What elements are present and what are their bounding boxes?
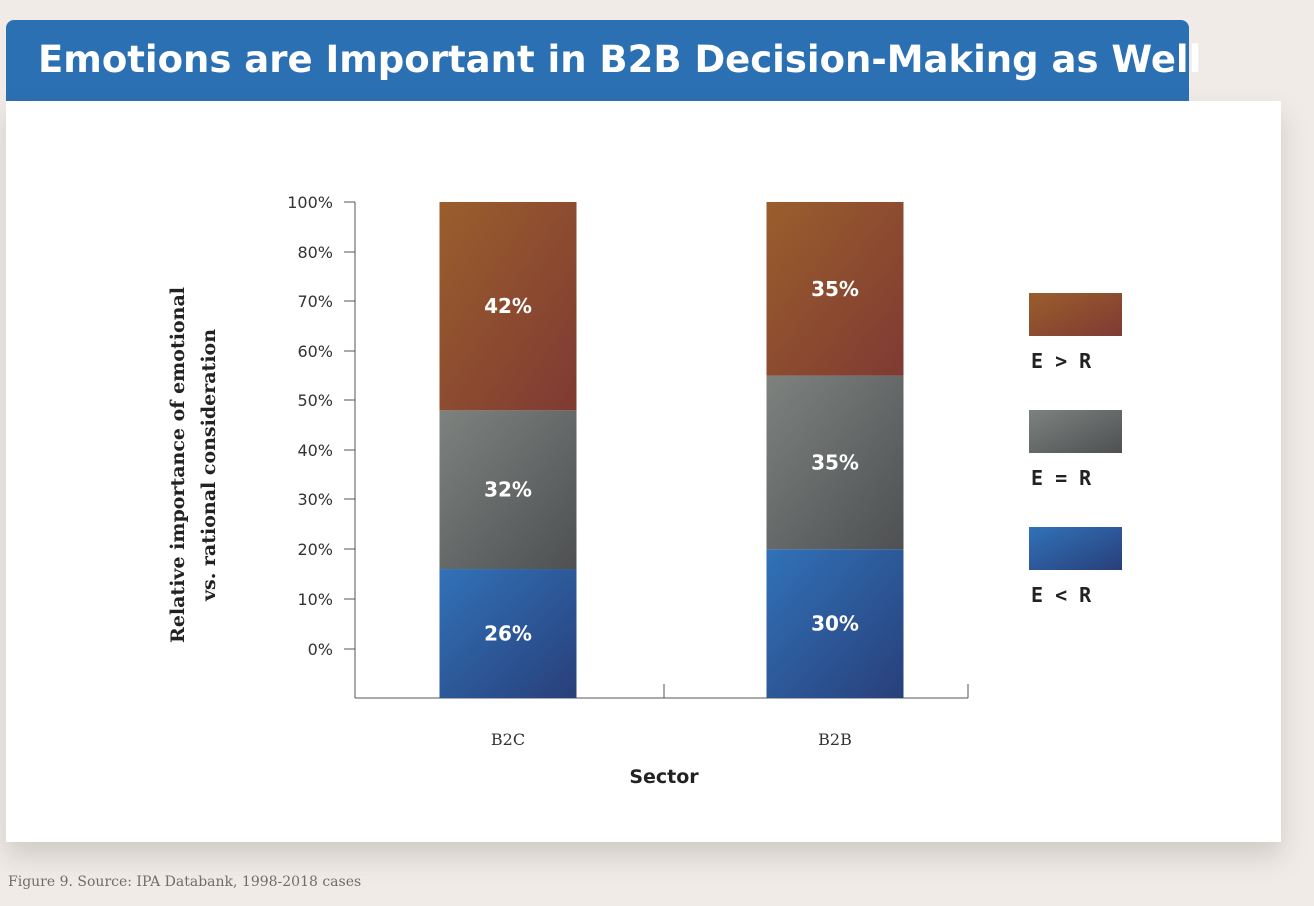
legend-swatch-e_gt_r bbox=[1029, 293, 1122, 336]
y-axis-label-line-2: vs. rational consideration bbox=[198, 328, 220, 602]
y-tick-label: 60% bbox=[297, 342, 333, 361]
data-label: 32% bbox=[484, 478, 532, 502]
x-tick-label: B2B bbox=[818, 730, 852, 749]
y-tick-label: 80% bbox=[297, 243, 333, 262]
figure-caption: Figure 9. Source: IPA Databank, 1998-201… bbox=[8, 874, 362, 890]
title-banner: Emotions are Important in B2B Decision-M… bbox=[6, 20, 1201, 102]
data-label: 35% bbox=[811, 277, 859, 301]
legend-label: E < R bbox=[1031, 583, 1092, 607]
y-tick-label: 100% bbox=[287, 193, 333, 212]
y-axis-label-line-1: Relative importance of emotional bbox=[167, 287, 189, 643]
bar-segment-b2c-e_eq_r bbox=[439, 410, 577, 570]
x-axis-label: Sector bbox=[629, 766, 699, 788]
legend-label: E = R bbox=[1031, 466, 1092, 490]
bar-segment-b2b-e_lt_r bbox=[766, 549, 904, 698]
y-tick-label: 40% bbox=[297, 441, 333, 460]
y-axis-label: Relative importance of emotional vs. rat… bbox=[163, 287, 225, 643]
y-tick-label: 20% bbox=[297, 540, 333, 559]
data-label: 26% bbox=[484, 622, 532, 646]
chart-title: Emotions are Important in B2B Decision-M… bbox=[38, 38, 1202, 81]
data-label: 42% bbox=[484, 294, 532, 318]
data-label: 35% bbox=[811, 450, 859, 474]
bar-segment-b2b-e_gt_r bbox=[766, 202, 904, 376]
y-tick-label: 0% bbox=[308, 640, 333, 659]
y-tick-label: 70% bbox=[297, 292, 333, 311]
legend-swatch-e_lt_r bbox=[1029, 527, 1122, 570]
x-tick-label: B2C bbox=[491, 730, 525, 749]
y-tick-label: 10% bbox=[297, 590, 333, 609]
y-tick-label: 30% bbox=[297, 490, 333, 509]
bar-segment-b2b-e_eq_r bbox=[766, 375, 904, 550]
bar-segment-b2c-e_gt_r bbox=[439, 202, 577, 411]
data-label: 30% bbox=[811, 612, 859, 636]
y-tick-label: 50% bbox=[297, 391, 333, 410]
chart-panel bbox=[6, 101, 1281, 842]
legend-swatch-e_eq_r bbox=[1029, 410, 1122, 453]
bar-segment-b2c-e_lt_r bbox=[439, 569, 577, 698]
legend-label: E > R bbox=[1031, 349, 1092, 373]
